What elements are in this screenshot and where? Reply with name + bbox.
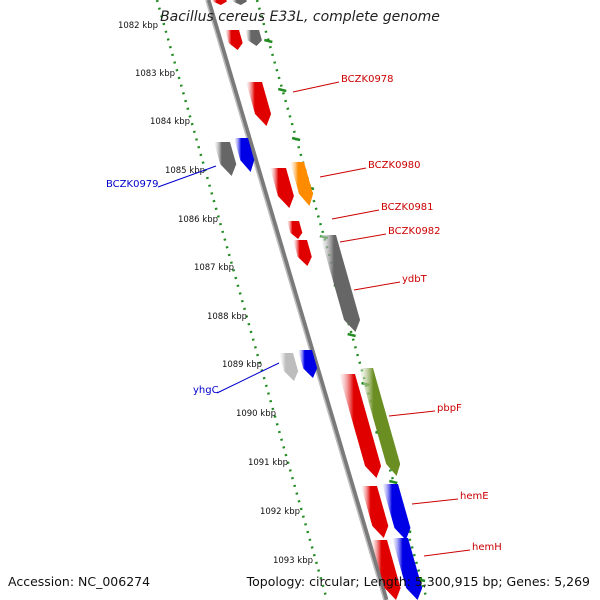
gene-arrow-red <box>212 0 227 5</box>
gene-arrow-orange <box>290 162 314 206</box>
gene-label: yhgC <box>193 385 219 396</box>
gene-arrow-red <box>293 240 312 266</box>
gene-arrow-red <box>339 374 382 478</box>
kbp-tick-label: 1083 kbp <box>135 69 175 79</box>
kbp-tick-label: 1087 kbp <box>194 263 234 273</box>
kbp-tick-label: 1090 kbp <box>236 409 276 419</box>
gene-label-leader <box>216 362 280 394</box>
gene-arrow-gray <box>245 30 262 46</box>
gene-label: hemH <box>472 542 502 553</box>
genome-info-text: Topology: circular; Length: 5,300,915 bp… <box>246 574 590 589</box>
gene-arrow-red <box>246 82 272 126</box>
gene-arrow-red <box>371 540 401 600</box>
tick-mark <box>388 479 398 485</box>
gene-label-leader <box>339 233 387 243</box>
kbp-tick-label: 1082 kbp <box>118 21 158 31</box>
genome-title: Bacillus cereus E33L, complete genome <box>160 9 440 25</box>
tick-mark <box>277 87 287 93</box>
gene-arrow-gray <box>232 0 247 5</box>
gene-label: pbpF <box>437 403 462 414</box>
gene-arrow-red <box>225 30 243 50</box>
kbp-tick-label: 1091 kbp <box>248 458 288 468</box>
gene-arrow-blue <box>392 538 423 600</box>
kbp-tick-label: 1086 kbp <box>178 215 218 225</box>
kbp-tick-label: 1093 kbp <box>273 556 313 566</box>
genome-backbone <box>205 0 389 600</box>
gene-arrow-lightgray <box>279 353 299 381</box>
gene-label-leader <box>411 498 459 505</box>
gene-arrow-blue <box>234 138 255 172</box>
gene-label-leader <box>388 410 436 417</box>
gene-label: BCZK0979 <box>106 179 159 190</box>
gene-label-leader <box>157 165 217 188</box>
accession-text: Accession: NC_006274 <box>8 574 151 589</box>
gene-arrow-red <box>287 221 303 239</box>
gene-arrow-olive <box>359 368 401 476</box>
gene-label: ydbT <box>402 274 428 285</box>
gene-arrow-gray <box>214 142 237 176</box>
gene-arrow-blue <box>298 350 318 378</box>
gene-label-leader <box>331 209 380 220</box>
kbp-tick-label: 1084 kbp <box>150 117 190 127</box>
gene-label-leader <box>353 281 401 291</box>
gene-label-leader <box>292 81 340 93</box>
kbp-tick-label: 1088 kbp <box>207 312 247 322</box>
gene-arrow-blue <box>382 484 411 540</box>
gene-arrow-red <box>361 486 389 538</box>
genome-backbone-highlight <box>205 0 385 600</box>
kbp-tick-label: 1085 kbp <box>165 166 205 176</box>
kbp-tick-label: 1089 kbp <box>222 360 262 370</box>
tick-mark <box>347 332 356 338</box>
gene-label: BCZK0980 <box>368 160 421 171</box>
tick-mark <box>291 136 301 142</box>
tick-mark <box>264 38 273 44</box>
gene-label: BCZK0981 <box>381 202 434 213</box>
gene-arrow-gray <box>320 235 361 332</box>
gene-label-leader <box>423 549 471 557</box>
kbp-tick-label: 1092 kbp <box>260 507 300 517</box>
gene-label-leader <box>319 167 367 178</box>
gene-arrow-red <box>270 168 294 208</box>
gene-label: BCZK0978 <box>341 74 394 85</box>
gene-label: hemE <box>460 491 489 502</box>
gene-label: BCZK0982 <box>388 226 441 237</box>
